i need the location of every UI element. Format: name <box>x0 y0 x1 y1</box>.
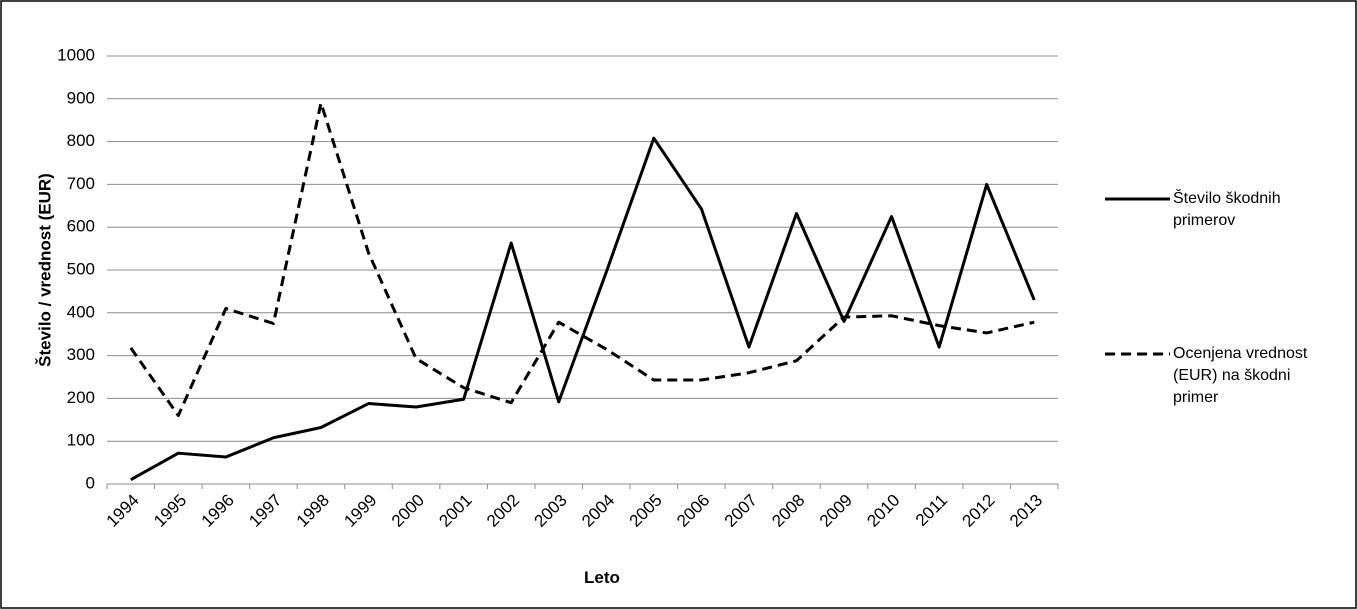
y-tick-label: 0 <box>86 473 95 492</box>
legend-label: Število škodnih primerov <box>1173 190 1281 229</box>
y-tick-label: 400 <box>67 302 95 321</box>
x-axis-title: Leto <box>584 568 620 587</box>
legend-label: Ocenjena vrednost (EUR) na škodni primer <box>1173 345 1308 406</box>
y-tick-label: 100 <box>67 431 95 450</box>
y-tick-label: 800 <box>67 131 95 150</box>
y-tick-label: 700 <box>67 174 95 193</box>
y-tick-label: 200 <box>67 388 95 407</box>
y-axis-title: Število / vrednost (EUR) <box>35 173 54 367</box>
line-series <box>130 136 1036 482</box>
y-tick-label: 500 <box>67 259 95 278</box>
y-tick-label: 600 <box>67 217 95 236</box>
y-tick-label: 1000 <box>57 45 95 64</box>
y-tick-label: 900 <box>67 88 95 107</box>
y-tick-label: 300 <box>67 345 95 364</box>
